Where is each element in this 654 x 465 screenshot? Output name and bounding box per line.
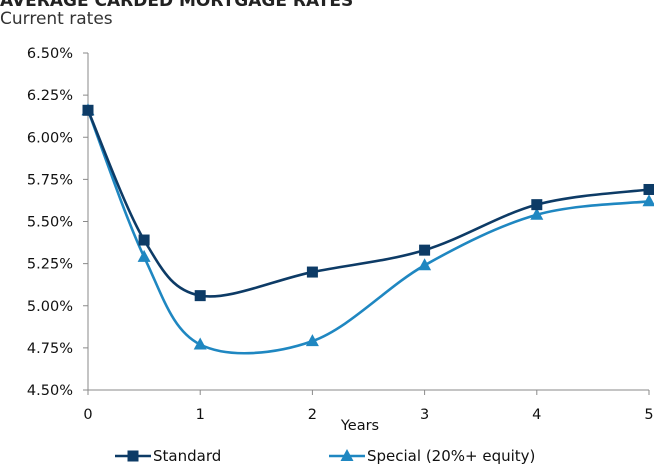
data-point-triangle xyxy=(193,337,207,350)
y-tick-label: 6.00% xyxy=(27,130,73,146)
x-tick-label: 2 xyxy=(308,407,317,423)
y-tick-label: 5.50% xyxy=(27,215,73,231)
legend-item: Standard xyxy=(115,447,221,465)
x-tick-label: 5 xyxy=(644,407,653,423)
legend-square-marker xyxy=(127,450,139,462)
data-point-square xyxy=(306,266,318,278)
chart-subtitle: Current rates xyxy=(0,9,113,29)
data-point-triangle xyxy=(418,258,432,271)
x-tick-label: 1 xyxy=(196,407,205,423)
y-tick-label: 4.75% xyxy=(27,341,73,357)
series-special xyxy=(81,103,654,355)
y-tick-label: 5.00% xyxy=(27,299,73,315)
data-point-square xyxy=(138,234,150,246)
data-point-square xyxy=(82,104,94,116)
data-point-triangle xyxy=(137,249,151,262)
data-point-square xyxy=(531,199,543,211)
legend-label: Special (20%+ equity) xyxy=(367,447,535,465)
x-tick-label: 4 xyxy=(532,407,541,423)
y-tick-label: 6.25% xyxy=(27,88,73,104)
y-tick-label: 5.25% xyxy=(27,257,73,273)
data-point-square xyxy=(419,244,431,256)
y-tick-label: 5.75% xyxy=(27,172,73,188)
chart-title: AVERAGE CARDED MORTGAGE RATES xyxy=(0,0,354,11)
axes: 4.50% 4.75% 5.00% 5.25% 5.50% 5.75% 6.00% 6.25%… xyxy=(27,46,654,434)
series-line xyxy=(86,109,650,298)
x-tick-label: 3 xyxy=(420,407,429,423)
legend-item: Special (20%+ equity) xyxy=(329,447,535,465)
legend-triangle-marker xyxy=(340,449,354,461)
legend: Standard Special (20%+ equity) xyxy=(115,447,535,465)
data-point-square xyxy=(194,290,206,302)
series-line xyxy=(86,109,650,355)
data-point-triangle xyxy=(530,207,544,220)
x-tick-label: 0 xyxy=(83,407,92,423)
series-layer xyxy=(81,103,654,355)
data-point-triangle xyxy=(305,334,319,347)
x-axis-title: Years xyxy=(340,418,379,434)
y-tick-label: 6.50% xyxy=(27,46,73,62)
series-standard xyxy=(82,104,654,302)
data-point-triangle xyxy=(642,194,654,207)
data-point-square xyxy=(643,183,654,195)
y-tick-label: 4.50% xyxy=(27,383,73,399)
legend-label: Standard xyxy=(153,447,221,465)
